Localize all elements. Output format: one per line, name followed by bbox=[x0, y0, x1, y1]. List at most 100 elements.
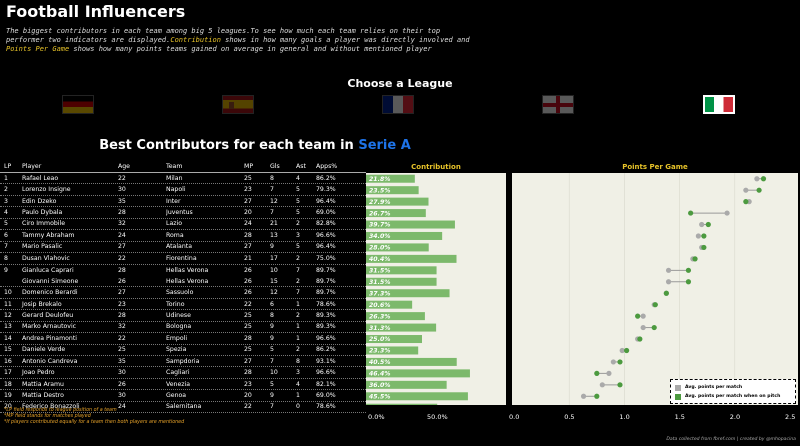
contribution-label: 46.4% bbox=[369, 371, 390, 378]
cell-ast: 4 bbox=[296, 380, 300, 388]
contribution-bar bbox=[366, 220, 455, 229]
cell-lp: 7 bbox=[4, 243, 8, 251]
ppg-tick-5: 2.5 bbox=[785, 413, 796, 421]
cell-gls: 12 bbox=[270, 289, 278, 297]
cell-age: 28 bbox=[118, 311, 126, 319]
table-row: 18 Mattia Aramu 26 Venezia 23 5 4 82.1% bbox=[0, 379, 366, 391]
contribution-bar bbox=[366, 357, 457, 366]
contribution-label: 40.4% bbox=[369, 256, 390, 263]
cell-age: 24 bbox=[118, 231, 126, 239]
cell-apps: 86.2% bbox=[316, 174, 336, 182]
subtitle-part3: shows how many points teams gained on av… bbox=[69, 45, 432, 54]
contribution-chart-svg: 21.8% 23.5% 27.9% 26.7% 39.7% 34.0% 28.0% 40.4%… bbox=[366, 174, 470, 412]
contribution-bar bbox=[366, 197, 429, 206]
table-row: 12 Gerard Deulofeu 28 Udinese 25 8 2 89.3% bbox=[0, 310, 366, 322]
cell-team: Sampdoria bbox=[166, 357, 200, 365]
col-team: Team bbox=[166, 163, 183, 170]
cell-player: Giovanni Simeone bbox=[22, 277, 79, 285]
contribution-header: Contribution bbox=[411, 163, 461, 171]
france-flag-button[interactable] bbox=[382, 95, 414, 114]
subtitle: The biggest contributors in each team am… bbox=[6, 27, 476, 55]
contrib-tick-0: 0.0% bbox=[368, 413, 385, 421]
cell-ast: 1 bbox=[296, 392, 300, 400]
contribution-bar bbox=[366, 323, 437, 332]
contribution-label: 31.5% bbox=[369, 268, 390, 275]
table-row: 8 Dusan Vlahovic 22 Fiorentina 21 17 2 75.0% bbox=[0, 253, 366, 265]
england-flag-button[interactable] bbox=[542, 95, 574, 114]
cell-player: Paulo Dybala bbox=[22, 209, 63, 217]
cell-age: 32 bbox=[118, 323, 126, 331]
cell-age: 22 bbox=[118, 254, 126, 262]
cell-mp: 25 bbox=[244, 311, 252, 319]
legend-swatch-without bbox=[675, 393, 681, 400]
contribution-label: 31.5% bbox=[369, 279, 390, 286]
legend-item-avg: Avg. points per match bbox=[675, 383, 791, 392]
ppg-dot-without bbox=[637, 336, 643, 342]
ppg-dot-avg bbox=[606, 370, 612, 376]
cell-apps: 89.3% bbox=[316, 323, 336, 331]
cell-ast: 2 bbox=[296, 277, 300, 285]
table-row: 4 Paulo Dybala 28 Juventus 20 7 5 69.0% bbox=[0, 207, 366, 219]
col-ast: Ast bbox=[296, 163, 306, 170]
cell-ast: 5 bbox=[296, 197, 300, 205]
ppg-dot-without bbox=[705, 221, 711, 228]
contribution-bar bbox=[366, 266, 437, 275]
cell-lp: 20 bbox=[4, 403, 12, 411]
cell-lp: 13 bbox=[4, 323, 12, 331]
cell-team: Lazio bbox=[166, 220, 182, 228]
table-row: 14 Andrea Pinamonti 22 Empoli 28 9 1 96.6% bbox=[0, 333, 366, 345]
ppg-dot-without bbox=[651, 324, 657, 331]
ppg-dot-avg bbox=[665, 279, 672, 285]
cell-team: Milan bbox=[166, 174, 183, 182]
cell-ast: 8 bbox=[296, 357, 300, 365]
cell-age: 26 bbox=[118, 277, 126, 285]
cell-lp: 18 bbox=[4, 380, 12, 388]
cell-gls: 10 bbox=[270, 369, 278, 377]
cell-gls: 6 bbox=[270, 300, 274, 308]
cell-lp: 4 bbox=[4, 209, 8, 217]
contribution-bar bbox=[366, 300, 413, 309]
ppg-chart bbox=[512, 173, 798, 411]
cell-gls: 13 bbox=[270, 231, 278, 239]
ppg-dot-without bbox=[692, 256, 698, 262]
cell-lp: 2 bbox=[4, 186, 8, 194]
cell-age: 30 bbox=[118, 369, 126, 377]
cell-apps: 69.0% bbox=[316, 209, 336, 217]
ppg-dot-without bbox=[624, 347, 630, 354]
contribution-bar bbox=[366, 335, 422, 344]
contribution-bar bbox=[366, 312, 425, 321]
cell-age: 30 bbox=[118, 186, 126, 194]
col-apps: Apps% bbox=[316, 163, 338, 170]
cell-apps: 89.7% bbox=[316, 277, 336, 285]
cell-mp: 28 bbox=[244, 334, 252, 342]
ppg-dot-avg bbox=[610, 359, 616, 365]
cell-gls: 21 bbox=[270, 220, 278, 228]
cell-apps: 96.4% bbox=[316, 243, 336, 251]
ppg-dot-avg bbox=[640, 313, 646, 319]
cell-team: Torino bbox=[166, 300, 185, 308]
table-header-row: LP Player Age Team MP Gls Ast Apps% bbox=[0, 161, 366, 173]
cell-ast: 1 bbox=[296, 323, 300, 331]
contributors-table: LP Player Age Team MP Gls Ast Apps% 1 Raf… bbox=[0, 161, 366, 414]
cell-team: Genoa bbox=[166, 392, 187, 400]
cell-player: Dusan Vlahovic bbox=[22, 254, 70, 262]
cell-team: Salernitana bbox=[166, 403, 202, 411]
cell-gls: 8 bbox=[270, 311, 274, 319]
subtitle-contribution: Contribution bbox=[170, 36, 221, 45]
cell-mp: 26 bbox=[244, 289, 252, 297]
contribution-label: 21.8% bbox=[369, 176, 390, 183]
germany-flag-button[interactable] bbox=[62, 95, 94, 114]
subtitle-part2: shows in how many goals a player was dir… bbox=[220, 36, 470, 45]
col-mp: MP bbox=[244, 163, 254, 170]
cell-team: Hellas Verona bbox=[166, 266, 209, 274]
legend-item-without: Avg. points per match when on pitch bbox=[675, 392, 791, 401]
cell-mp: 20 bbox=[244, 392, 252, 400]
table-row: 16 Antonio Candreva 35 Sampdoria 27 7 8 93.1% bbox=[0, 356, 366, 368]
contribution-bar bbox=[366, 209, 426, 218]
spain-flag-button[interactable] bbox=[222, 95, 254, 114]
footnotes: *LP field responds to league position of… bbox=[4, 408, 184, 426]
cell-player: Daniele Verde bbox=[22, 346, 66, 354]
cell-team: Atalanta bbox=[166, 243, 192, 251]
italy-flag-button[interactable] bbox=[703, 95, 735, 114]
cell-age: 22 bbox=[118, 334, 126, 342]
